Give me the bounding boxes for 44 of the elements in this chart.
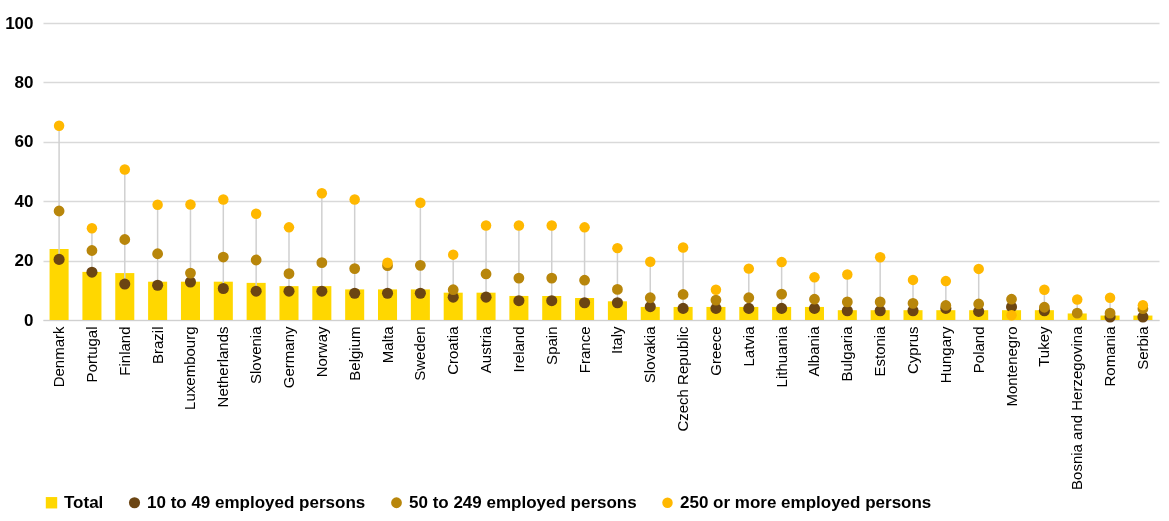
x-tick-label: Latvia <box>739 325 757 367</box>
x-tick-label: Hungary <box>936 326 954 384</box>
y-tick-label: 0 <box>24 310 34 330</box>
x-tick-label: Albania <box>805 325 823 377</box>
x-tick-label: Greece <box>706 326 724 376</box>
legend-label: 250 or more employed persons <box>680 492 932 512</box>
x-tick-label: Norway <box>312 326 330 378</box>
x-tick-label: Czech Republic <box>674 326 692 432</box>
x-tick-label: Poland <box>969 326 987 374</box>
x-tick-label: Italy <box>608 326 626 355</box>
x-tick-label: Bosnia and Herzegovina <box>1068 325 1086 490</box>
x-tick-label: Ireland <box>509 326 527 373</box>
y-tick-label: 60 <box>14 132 34 152</box>
x-tick-label: Sweden <box>411 326 429 381</box>
x-tick-label: Luxembourg <box>181 326 199 410</box>
x-tick-label: Brazil <box>148 326 166 365</box>
y-tick-label: 40 <box>14 191 34 211</box>
x-tick-label: Portugal <box>82 326 100 383</box>
x-tick-label: Estonia <box>871 325 889 377</box>
x-tick-label: Spain <box>542 326 560 365</box>
x-tick-label: France <box>575 326 593 374</box>
x-tick-label: Finland <box>115 326 133 376</box>
x-tick-label: Cyprus <box>904 326 922 375</box>
x-tick-label: Austria <box>477 325 495 374</box>
legend-label: 50 to 249 employed persons <box>409 492 637 512</box>
x-tick-label: Slovenia <box>247 325 265 385</box>
x-tick-label: Romania <box>1101 325 1119 387</box>
x-tick-label: Serbia <box>1133 325 1151 370</box>
x-tick-label: Bulgaria <box>838 325 856 382</box>
x-tick-label: Malta <box>378 325 396 364</box>
x-tick-label: Belgium <box>345 326 363 381</box>
y-tick-label: 80 <box>14 72 34 92</box>
x-tick-label: Denmark <box>50 326 68 388</box>
x-tick-label: Tukey <box>1035 326 1053 367</box>
y-tick-label: 20 <box>14 251 34 271</box>
x-tick-label: Slovakia <box>641 325 659 384</box>
x-tick-label: Lithuania <box>772 325 790 388</box>
y-tick-label: 100 <box>5 13 34 33</box>
x-tick-label: Croatia <box>444 325 462 375</box>
x-tick-label: Montenegro <box>1002 326 1020 407</box>
legend-label: Total <box>64 492 104 512</box>
legend-label: 10 to 49 employed persons <box>147 492 366 512</box>
x-tick-label: Germany <box>279 326 297 389</box>
x-tick-label: Netherlands <box>214 326 232 408</box>
